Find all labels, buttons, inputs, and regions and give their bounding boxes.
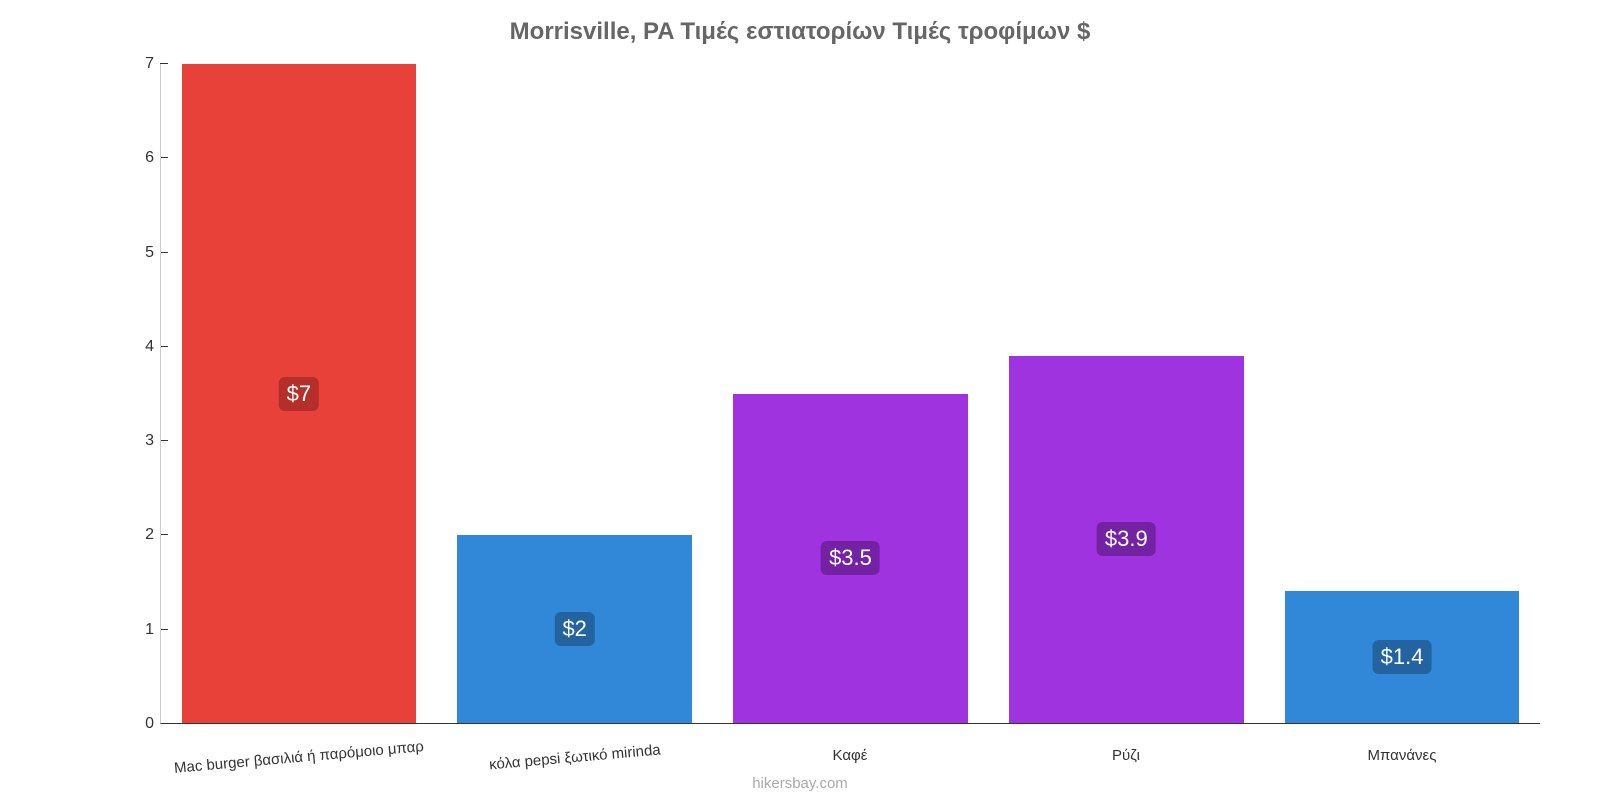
y-tick-label: 3: [114, 432, 154, 450]
bar: $2: [457, 535, 691, 723]
y-tick-label: 4: [114, 338, 154, 356]
bar-value-label: $2: [554, 612, 594, 646]
x-tick-label: Ρύζι: [988, 747, 1264, 764]
x-tick-label: Mac burger βασιλιά ή παρόμοιο μπαρ: [161, 737, 437, 778]
chart-title: Morrisville, PA Τιμές εστιατορίων Τιμές …: [30, 10, 1570, 64]
bar-slot: $2: [437, 64, 713, 723]
y-tick-label: 0: [114, 715, 154, 733]
y-axis: 01234567: [120, 64, 160, 724]
y-tick-label: 5: [114, 244, 154, 262]
x-tick-label: Καφέ: [712, 747, 988, 764]
y-tick-label: 6: [114, 149, 154, 167]
x-tick-label: κόλα pepsi ξωτικό mirinda: [437, 737, 713, 778]
bar-value-label: $7: [279, 377, 319, 411]
bar-value-label: $3.9: [1097, 522, 1156, 556]
attribution-text: hikersbay.com: [0, 775, 1600, 792]
bar: $3.5: [733, 394, 967, 724]
bar-value-label: $3.5: [821, 541, 880, 575]
bar-slot: $3.5: [713, 64, 989, 723]
bar-slot: $7: [161, 64, 437, 723]
bar: $3.9: [1009, 356, 1243, 723]
bars-container: $7 $2 $3.5 $3.9 $1.4: [160, 64, 1540, 724]
x-axis: Mac burger βασιλιά ή παρόμοιο μπαρκόλα p…: [160, 747, 1540, 764]
y-tick-label: 1: [114, 621, 154, 639]
y-tick-label: 2: [114, 526, 154, 544]
x-tick-label: Μπανάνες: [1264, 747, 1540, 764]
bar: $7: [182, 64, 416, 723]
bar: $1.4: [1285, 591, 1519, 723]
bar-value-label: $1.4: [1373, 640, 1432, 674]
price-bar-chart: Morrisville, PA Τιμές εστιατορίων Τιμές …: [0, 0, 1600, 800]
bar-slot: $1.4: [1264, 64, 1540, 723]
plot-area: 01234567 $7$2$3.5$3.9$1.4 Mac burger βασ…: [160, 64, 1540, 724]
y-tick-label: 7: [114, 55, 154, 73]
bar-slot: $3.9: [988, 64, 1264, 723]
